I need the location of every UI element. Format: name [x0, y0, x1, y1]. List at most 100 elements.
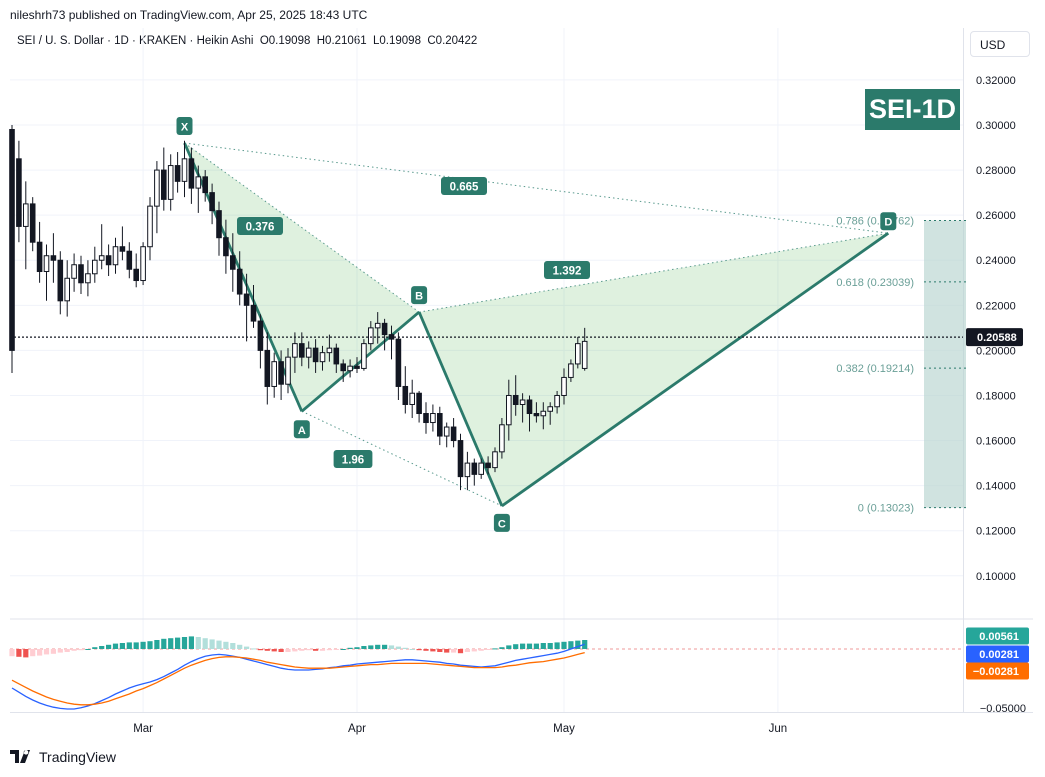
candle-body-up: [195, 176, 202, 189]
candle: [305, 341, 312, 369]
macd-histogram-bar: [554, 642, 560, 649]
candle-body-up: [147, 205, 153, 248]
time-axis: Mar Apr May Jun: [133, 723, 787, 735]
ratio-label: 1.392: [544, 261, 590, 279]
candle: [98, 224, 105, 270]
currency-button[interactable]: USD: [970, 31, 1030, 57]
candle: [506, 379, 512, 441]
candle-body-up: [292, 343, 298, 358]
candle: [374, 312, 381, 344]
candle-body-up: [285, 356, 291, 385]
ratio-label-bg: [237, 217, 283, 235]
candle: [167, 154, 174, 211]
macd-histogram-bar: [451, 649, 457, 653]
candle: [154, 161, 160, 234]
fib-level-label: 0.618 (0.23039): [836, 277, 914, 289]
macd-histogram-bar: [30, 649, 36, 657]
candle: [174, 152, 181, 193]
candle-body-down: [485, 462, 491, 469]
candles: [9, 125, 963, 491]
macd-tick-label: −0.05000: [980, 703, 1026, 715]
macd-histogram-bar: [237, 644, 243, 649]
candle-body-down: [16, 158, 22, 227]
candle: [292, 332, 298, 373]
candle: [519, 393, 526, 423]
candle: [250, 285, 257, 328]
candle: [133, 253, 139, 288]
candle-body-down: [133, 268, 139, 282]
candle-body-up: [271, 361, 277, 387]
candle-body-down: [450, 426, 457, 442]
candle: [581, 327, 588, 371]
fib-level-label: 0.382 (0.19214): [836, 363, 914, 375]
symbol-ohlc-legend[interactable]: SEI / U. S. Dollar · 1D · KRAKEN · Heiki…: [17, 35, 478, 47]
macd-histogram-bar: [195, 637, 201, 649]
macd-histogram-bar: [99, 646, 105, 649]
macd-histogram-bar: [492, 648, 498, 650]
candle: [547, 402, 554, 425]
candle: [147, 197, 153, 261]
candle-body-up: [409, 392, 415, 405]
macd-histogram-bar: [333, 649, 339, 650]
ratio-label-bg: [441, 177, 487, 195]
candle-body-down: [236, 268, 243, 295]
macd-histogram-bar: [513, 644, 519, 649]
ratio-label: 0.376: [237, 217, 283, 235]
price-tick-label: 0.22000: [976, 300, 1016, 312]
ratio-label-bg: [544, 261, 590, 279]
candle-body-up: [347, 365, 353, 372]
candle-body-down: [340, 363, 346, 372]
candle-body-down: [264, 349, 271, 387]
candle-body-up: [85, 273, 91, 284]
candle: [561, 368, 567, 405]
candle: [395, 332, 402, 400]
ratio-label-text: 1.96: [342, 455, 364, 467]
candle: [78, 255, 84, 295]
candle: [333, 343, 340, 373]
candle-body-down: [188, 158, 195, 189]
candle-body-up: [154, 169, 160, 207]
candle-body-up: [519, 399, 526, 405]
pattern-point-x: X: [176, 117, 193, 136]
candle-body-down: [278, 361, 284, 385]
candle-body-up: [305, 347, 312, 358]
macd-histogram-bar: [402, 647, 408, 649]
tradingview-logo-icon: [10, 750, 30, 763]
macd-histogram-bar: [347, 647, 353, 649]
candle: [257, 314, 264, 369]
candle-body-up: [326, 347, 333, 354]
macd-line: [11, 643, 585, 710]
candle-body-down: [230, 255, 236, 270]
pattern-triangle-xab: [184, 143, 420, 412]
macd-histogram-bar: [119, 643, 125, 649]
candle-body-down: [223, 237, 229, 257]
signal-line-value: −0.00281: [973, 666, 1019, 678]
candle: [243, 273, 250, 342]
macd-histogram-bar: [485, 649, 491, 650]
candle: [43, 244, 50, 301]
ratio-label-text: 1.392: [553, 266, 582, 278]
ratio-line-xd: [184, 142, 889, 234]
publish-info: nileshrh73 published on TradingView.com,…: [10, 8, 368, 22]
ratio-label-text: 0.376: [246, 222, 275, 234]
candle-body-down: [174, 165, 181, 182]
candle-body-down: [533, 413, 540, 417]
pattern-leg-cd: [501, 232, 890, 508]
candle: [299, 332, 305, 367]
macd-histogram-bar: [568, 641, 574, 649]
pattern-point-x-bg: [176, 117, 193, 136]
macd-histogram-bar: [395, 646, 401, 649]
candle: [202, 170, 208, 202]
macd-histogram-bar: [271, 649, 277, 652]
candle: [512, 375, 519, 416]
macd-histogram-bar: [478, 649, 484, 651]
candle: [188, 147, 195, 204]
candle-body-down: [333, 347, 340, 365]
candle: [216, 201, 222, 256]
candle-body-up: [112, 246, 119, 266]
pattern-point-x-text: X: [181, 122, 189, 134]
pattern-labels: X A B C D 0.376 0.665 1.392 1.96: [176, 117, 897, 532]
time-tick-label: Jun: [769, 723, 788, 735]
candle-body-up: [561, 376, 567, 396]
